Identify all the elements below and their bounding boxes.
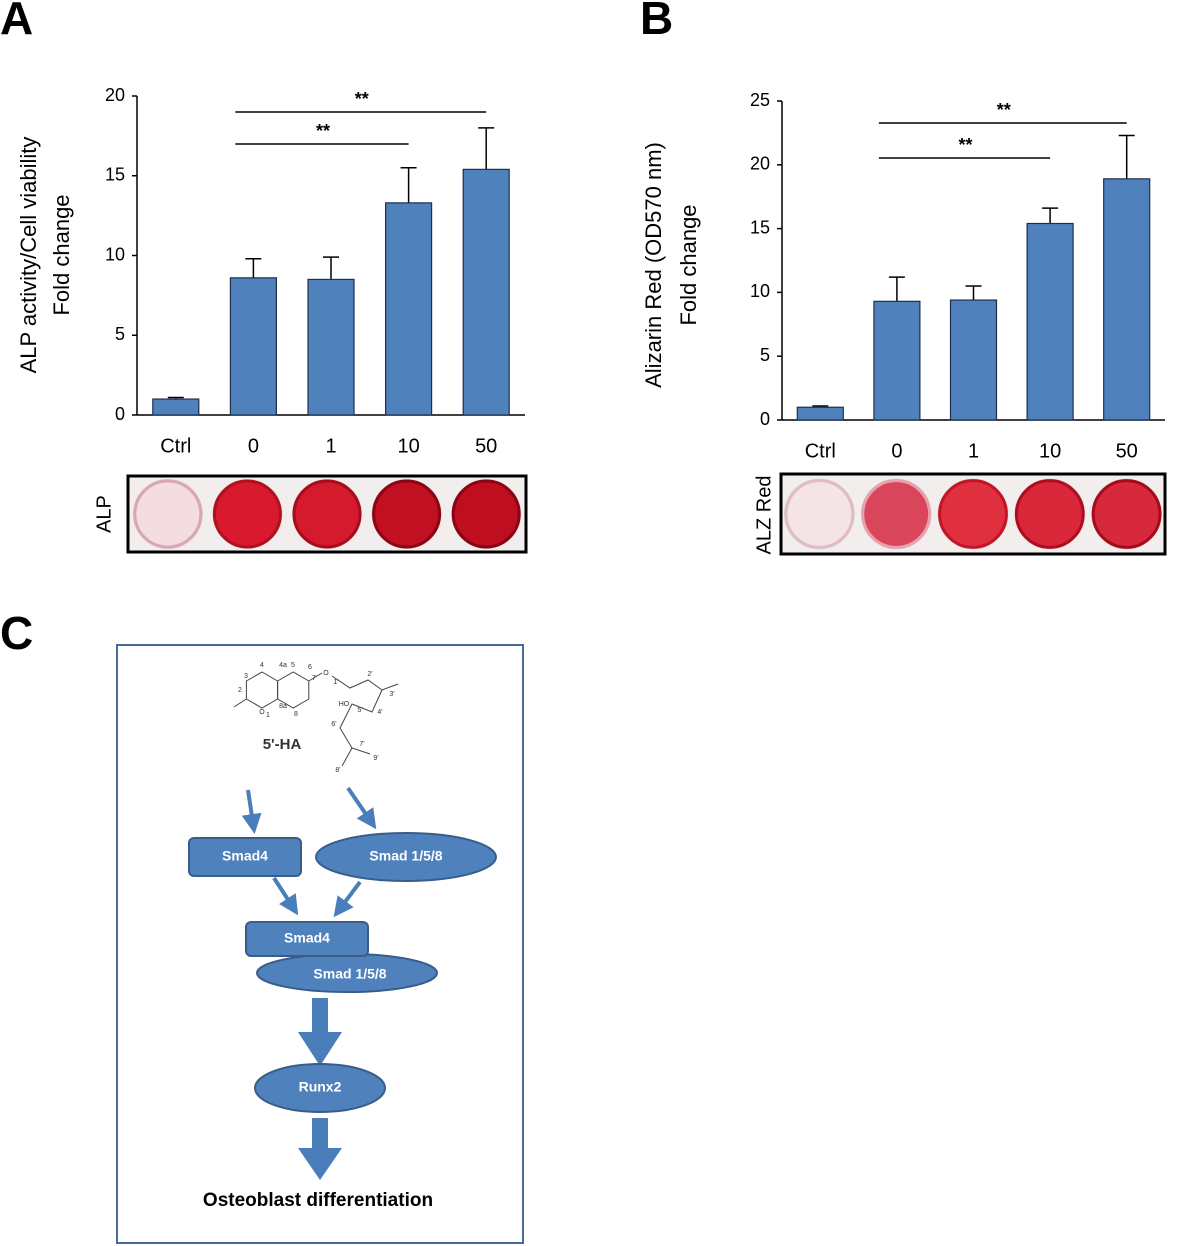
atom-label: 6 (308, 664, 312, 671)
x-tick-label: 50 (1116, 440, 1138, 462)
diagram-frame (116, 644, 524, 1244)
y-axis-label: Alizarin Red (OD570 nm) (641, 142, 666, 388)
node-label: Smad4 (222, 848, 268, 864)
atom-label: 3' (389, 691, 394, 698)
atom-label: O (323, 670, 329, 677)
well (938, 479, 1008, 549)
x-tick-label: 0 (891, 440, 902, 462)
well (861, 479, 932, 549)
atom-label: HO (339, 701, 350, 708)
panel-label: B (640, 0, 673, 44)
bar (796, 406, 844, 421)
significance-label: ** (958, 135, 972, 155)
y-tick-label: 25 (750, 90, 770, 110)
bar (307, 278, 355, 416)
atom-label: 7 (312, 675, 316, 682)
bar (1103, 178, 1151, 421)
bar (1026, 222, 1074, 421)
panel-label: C (0, 607, 33, 659)
node-label: Runx2 (299, 1079, 342, 1095)
strip-label: ALP (93, 495, 115, 533)
node-label: Smad 1/5/8 (369, 848, 442, 864)
well (784, 479, 855, 549)
compound-name: 5'-HA (263, 736, 302, 753)
y-tick-label: 5 (760, 345, 770, 365)
atom-label: 2' (367, 671, 372, 678)
strip-label: ALZ Red (753, 476, 775, 555)
x-tick-label: 0 (248, 435, 259, 457)
y-tick-label: 10 (750, 281, 770, 301)
y-tick-label: 0 (115, 404, 125, 424)
atom-label: 1 (266, 712, 270, 719)
y-tick-label: 15 (105, 165, 125, 185)
well (1014, 479, 1085, 549)
x-tick-label: 50 (475, 435, 497, 457)
atom-label: 8a (279, 703, 287, 710)
well (292, 479, 362, 549)
y-tick-label: 20 (105, 85, 125, 105)
x-tick-label: 10 (397, 435, 419, 457)
atom-label: 8 (294, 711, 298, 718)
bar (229, 277, 277, 416)
atom-label: 4' (377, 709, 382, 716)
node-label: Smad4 (284, 930, 330, 946)
atom-label: 1' (333, 679, 338, 686)
outcome: Osteoblast differentiation (203, 1190, 433, 1211)
x-tick-label: Ctrl (160, 435, 191, 457)
significance-label: ** (355, 89, 369, 109)
atom-label: 7' (359, 741, 364, 748)
bar (949, 299, 998, 421)
y-axis-label: Fold change (676, 204, 701, 325)
atom-label: 6' (331, 721, 336, 728)
x-tick-label: 1 (325, 435, 336, 457)
y-tick-label: 15 (750, 217, 770, 237)
x-tick-label: 10 (1039, 440, 1061, 462)
atom-label: 5 (291, 662, 295, 669)
x-tick-label: 1 (968, 440, 979, 462)
bar (462, 168, 510, 416)
well (372, 479, 442, 549)
atom-label: 4a (279, 662, 287, 669)
atom-label: 3 (244, 673, 248, 680)
well (451, 479, 521, 549)
pathway (188, 786, 497, 1180)
panel-label: A (0, 0, 33, 44)
node-label: Smad 1/5/8 (313, 966, 386, 982)
x-tick-label: Ctrl (805, 440, 836, 462)
bar (873, 300, 921, 421)
y-tick-label: 20 (750, 154, 770, 174)
y-axis-label: ALP activity/Cell viability (16, 137, 41, 374)
y-tick-label: 5 (115, 324, 125, 344)
y-tick-label: 0 (760, 409, 770, 429)
bar (385, 202, 433, 416)
well (133, 479, 203, 549)
well (1091, 479, 1162, 549)
y-axis-label: Fold change (49, 194, 74, 315)
atom-label: 4 (260, 662, 264, 669)
y-tick-label: 10 (105, 244, 125, 264)
atom-label: O (259, 709, 265, 716)
well (212, 479, 282, 549)
atom-label: 2 (238, 687, 242, 694)
bar (152, 398, 200, 416)
significance-label: ** (316, 121, 330, 141)
atom-label: 9' (373, 755, 378, 762)
atom-label: 8' (335, 767, 340, 774)
chemical-structure (233, 671, 399, 767)
significance-label: ** (997, 100, 1011, 120)
atom-label: 5' (357, 707, 362, 714)
